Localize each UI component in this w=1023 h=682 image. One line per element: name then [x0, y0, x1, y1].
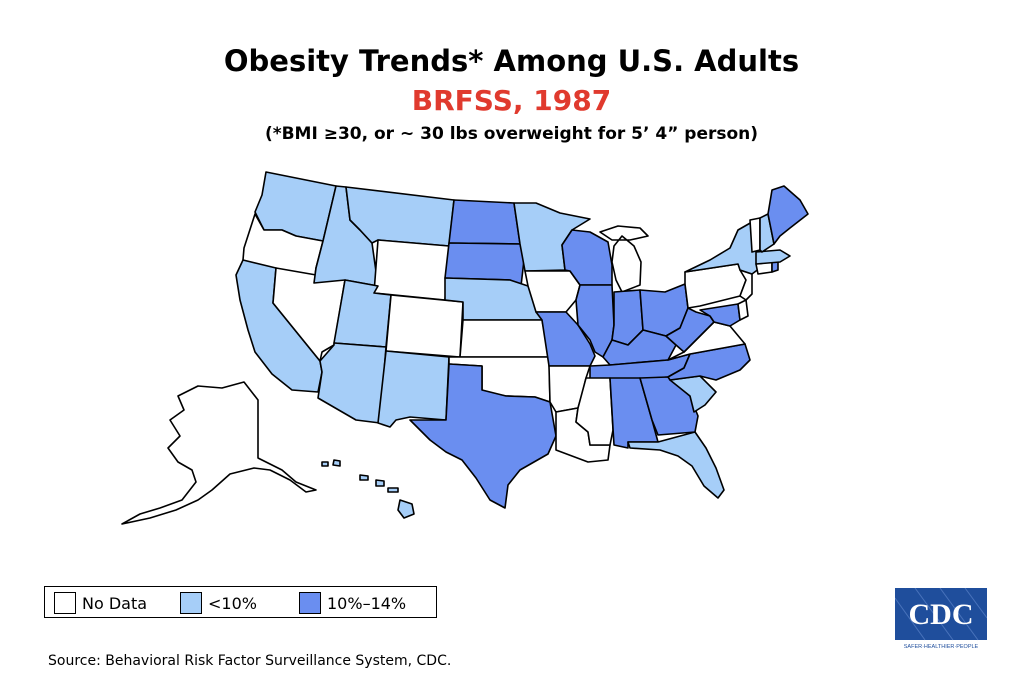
legend-item-mid: 10%–14%: [299, 592, 406, 614]
state-MI: [599, 225, 649, 293]
state-WI: [561, 229, 613, 286]
chart-title: Obesity Trends* Among U.S. Adults: [223, 44, 800, 78]
state-ME: [767, 185, 809, 245]
legend-label-low: <10%: [208, 593, 257, 613]
legend-swatch-low: [180, 592, 202, 614]
legend-label-mid: 10%–14%: [327, 593, 407, 613]
state-DE: [737, 299, 749, 321]
bmi-note: (*BMI ≥30, or ~ 30 lbs overweight for 5’…: [264, 124, 759, 144]
chart-subtitle: BRFSS, 1987: [411, 84, 612, 117]
state-AZ: [317, 342, 387, 424]
state-TX: [409, 363, 557, 509]
state-CO: [385, 294, 464, 358]
state-AK: [121, 381, 317, 525]
legend-swatch-no-data: [54, 592, 76, 614]
state-MO: [535, 311, 596, 367]
map-legend: No Data <10% 10%–14%: [44, 586, 437, 618]
state-HI: [321, 459, 415, 519]
legend-item-low: <10%: [180, 592, 257, 614]
state-RI: [771, 261, 779, 273]
source-note: Source: Behavioral Risk Factor Surveilla…: [48, 653, 452, 669]
legend-swatch-mid: [299, 592, 321, 614]
legend-label-no-data: No Data: [82, 593, 148, 613]
state-WY: [373, 239, 450, 301]
state-NM: [377, 350, 450, 428]
state-KS: [459, 319, 550, 358]
state-NY: [684, 221, 761, 275]
state-NH: [759, 213, 775, 253]
cdc-logo-text: CDC: [909, 598, 974, 631]
state-NC: [667, 343, 751, 381]
cdc-logo: CDC SAFER·HEALTHIER·PEOPLE: [895, 588, 987, 650]
state-MA: [755, 249, 791, 265]
cdc-logo-tagline: SAFER·HEALTHIER·PEOPLE: [904, 644, 979, 650]
legend-item-no-data: No Data: [54, 592, 147, 614]
state-ND: [448, 199, 521, 245]
state-VT: [749, 217, 761, 253]
state-FL: [627, 431, 725, 499]
